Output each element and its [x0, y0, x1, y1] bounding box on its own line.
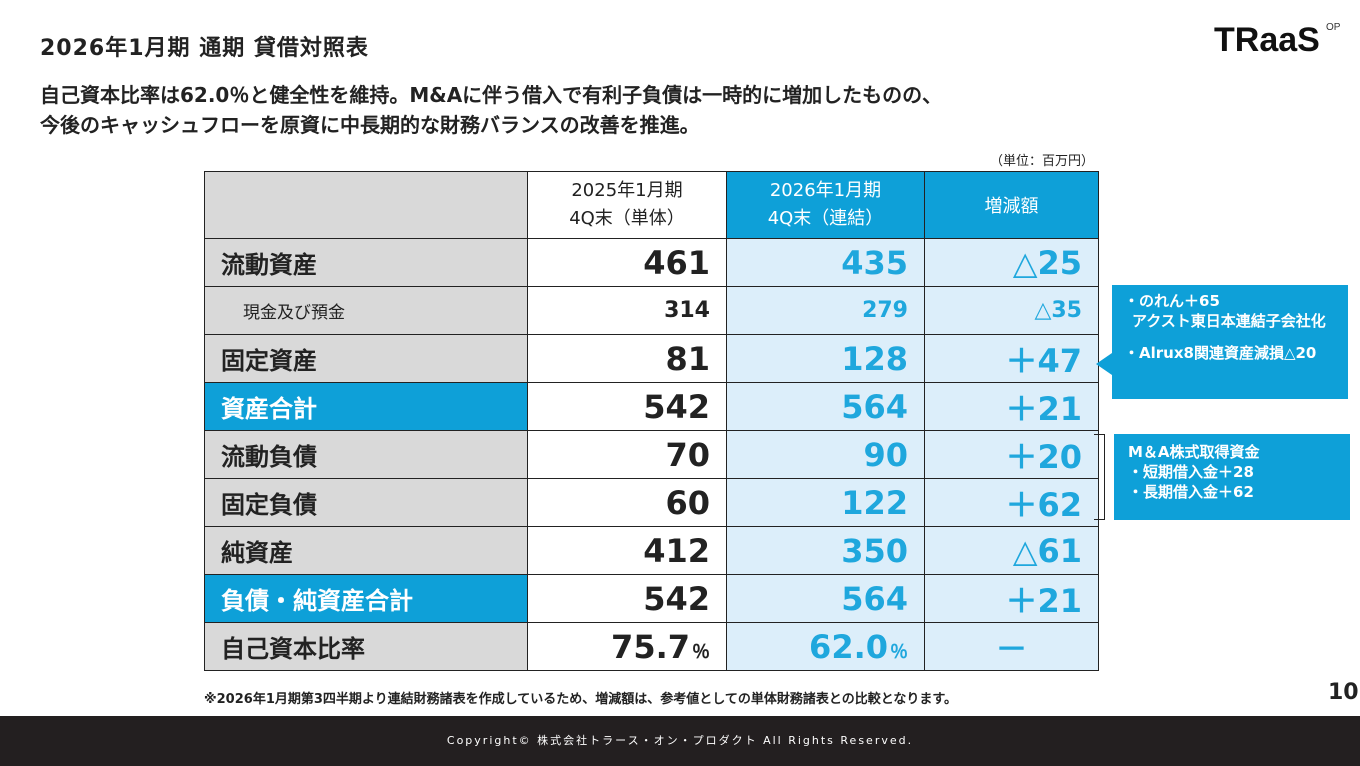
value-fy2025: 314: [527, 286, 727, 335]
value-delta: ＋62: [924, 478, 1099, 527]
company-logo: TRaaS OP: [1214, 20, 1344, 60]
value-fy2026: 435: [726, 238, 925, 287]
ma-funding-callout: M＆A株式取得資金 ・短期借入金＋28 ・長期借入金＋62: [1114, 434, 1350, 520]
lead-text: 自己資本比率は62.0％と健全性を維持。M&Aに伴う借入で有利子負債は一時的に増…: [40, 80, 942, 140]
table-row: 自己資本比率 75.7 ％ 62.0 ％ －: [204, 622, 1099, 671]
value-fy2026: 122: [726, 478, 925, 527]
row-label: 自己資本比率: [204, 622, 528, 671]
callout-pointer: [1096, 353, 1112, 375]
value-fy2025: 60: [527, 478, 727, 527]
header-fy2025-line1: 2025年1月期: [571, 180, 683, 201]
value-fy2025: 81: [527, 334, 727, 383]
table-header-row: 2025年1月期 4Q末（単体） 2026年1月期 4Q末（連結） 増減額: [204, 171, 1099, 239]
goodwill-callout: ・のれん＋65 アクスト東日本連結子会社化 ・Alrux8関連資産減損△20: [1112, 285, 1348, 399]
header-blank-cell: [204, 171, 528, 239]
value-delta: ＋21: [924, 574, 1099, 623]
table-row: 純資産 412 350 △61: [204, 526, 1099, 575]
row-label: 流動負債: [204, 430, 528, 479]
callout-line: ・のれん＋65: [1124, 292, 1220, 310]
header-delta: 増減額: [924, 171, 1099, 239]
bracket-connector: [1094, 434, 1105, 520]
callout-line: アクスト東日本連結子会社化: [1132, 312, 1326, 330]
row-label: 固定負債: [204, 478, 528, 527]
logo-suffix: OP: [1326, 22, 1341, 33]
value-delta: △35: [924, 286, 1099, 335]
value-fy2026: 564: [726, 382, 925, 431]
page-title: 2026年1月期 通期 貸借対照表: [40, 36, 369, 61]
header-fy2025-line2: 4Q末（単体）: [569, 208, 685, 229]
unit-label: （単位：百万円）: [990, 154, 1095, 169]
value-fy2026: 279: [726, 286, 925, 335]
callout-line: ・長期借入金＋62: [1128, 483, 1254, 501]
value-fy2025: 542: [527, 574, 727, 623]
value-fy2025: 70: [527, 430, 727, 479]
value-fy2026: 564: [726, 574, 925, 623]
table-row: 流動資産 461 435 △25: [204, 238, 1099, 287]
value-fy2025: 75.7 ％: [527, 622, 727, 671]
row-label: 負債・純資産合計: [204, 574, 528, 623]
table-row: 現金及び預金 314 279 △35: [204, 286, 1099, 335]
table-row: 流動負債 70 90 ＋20: [204, 430, 1099, 479]
row-label: 資産合計: [204, 382, 528, 431]
row-label: 流動資産: [204, 238, 528, 287]
percent-sign: ％: [692, 641, 710, 663]
value-delta: －: [924, 622, 1099, 671]
table-row: 固定負債 60 122 ＋62: [204, 478, 1099, 527]
callout-line: ・Alrux8関連資産減損△20: [1124, 344, 1317, 362]
value-delta: ＋47: [924, 334, 1099, 383]
table-row: 負債・純資産合計 542 564 ＋21: [204, 574, 1099, 623]
value-delta: ＋20: [924, 430, 1099, 479]
table-row: 固定資産 81 128 ＋47: [204, 334, 1099, 383]
header-fy2025: 2025年1月期 4Q末（単体）: [527, 171, 727, 239]
row-label: 現金及び預金: [204, 286, 528, 335]
callout-line: M＆A株式取得資金: [1128, 443, 1260, 461]
value-fy2025: 461: [527, 238, 727, 287]
footnote: ※2026年1月期第3四半期より連結財務諸表を作成しているため、増減額は、参考値…: [204, 692, 958, 707]
header-fy2026-line2: 4Q末（連結）: [767, 208, 884, 229]
ratio-2026: 62.0: [809, 627, 888, 666]
copyright-footer: Copyright© 株式会社トラース・オン・プロダクト All Rights …: [0, 716, 1360, 766]
callout-line: ・短期借入金＋28: [1128, 463, 1254, 481]
lead-line-1: 自己資本比率は62.0％と健全性を維持。M&Aに伴う借入で有利子負債は一時的に増…: [40, 83, 943, 107]
value-fy2026: 350: [726, 526, 925, 575]
value-delta: ＋21: [924, 382, 1099, 431]
table-row: 資産合計 542 564 ＋21: [204, 382, 1099, 431]
ratio-2025: 75.7: [611, 627, 690, 666]
header-fy2026-line1: 2026年1月期: [769, 180, 882, 201]
value-fy2025: 542: [527, 382, 727, 431]
value-fy2026: 62.0 ％: [726, 622, 925, 671]
header-fy2026: 2026年1月期 4Q末（連結）: [726, 171, 925, 239]
value-fy2026: 90: [726, 430, 925, 479]
value-fy2025: 412: [527, 526, 727, 575]
balance-sheet-table: 2025年1月期 4Q末（単体） 2026年1月期 4Q末（連結） 増減額 流動…: [204, 171, 1099, 671]
value-delta: △25: [924, 238, 1099, 287]
logo-text: TRaaS: [1214, 21, 1320, 59]
page-number: 10: [1328, 680, 1359, 705]
row-label: 固定資産: [204, 334, 528, 383]
lead-line-2: 今後のキャッシュフローを原資に中長期的な財務バランスの改善を推進。: [40, 113, 700, 137]
row-label: 純資産: [204, 526, 528, 575]
value-delta: △61: [924, 526, 1099, 575]
value-fy2026: 128: [726, 334, 925, 383]
percent-sign: ％: [890, 641, 908, 663]
